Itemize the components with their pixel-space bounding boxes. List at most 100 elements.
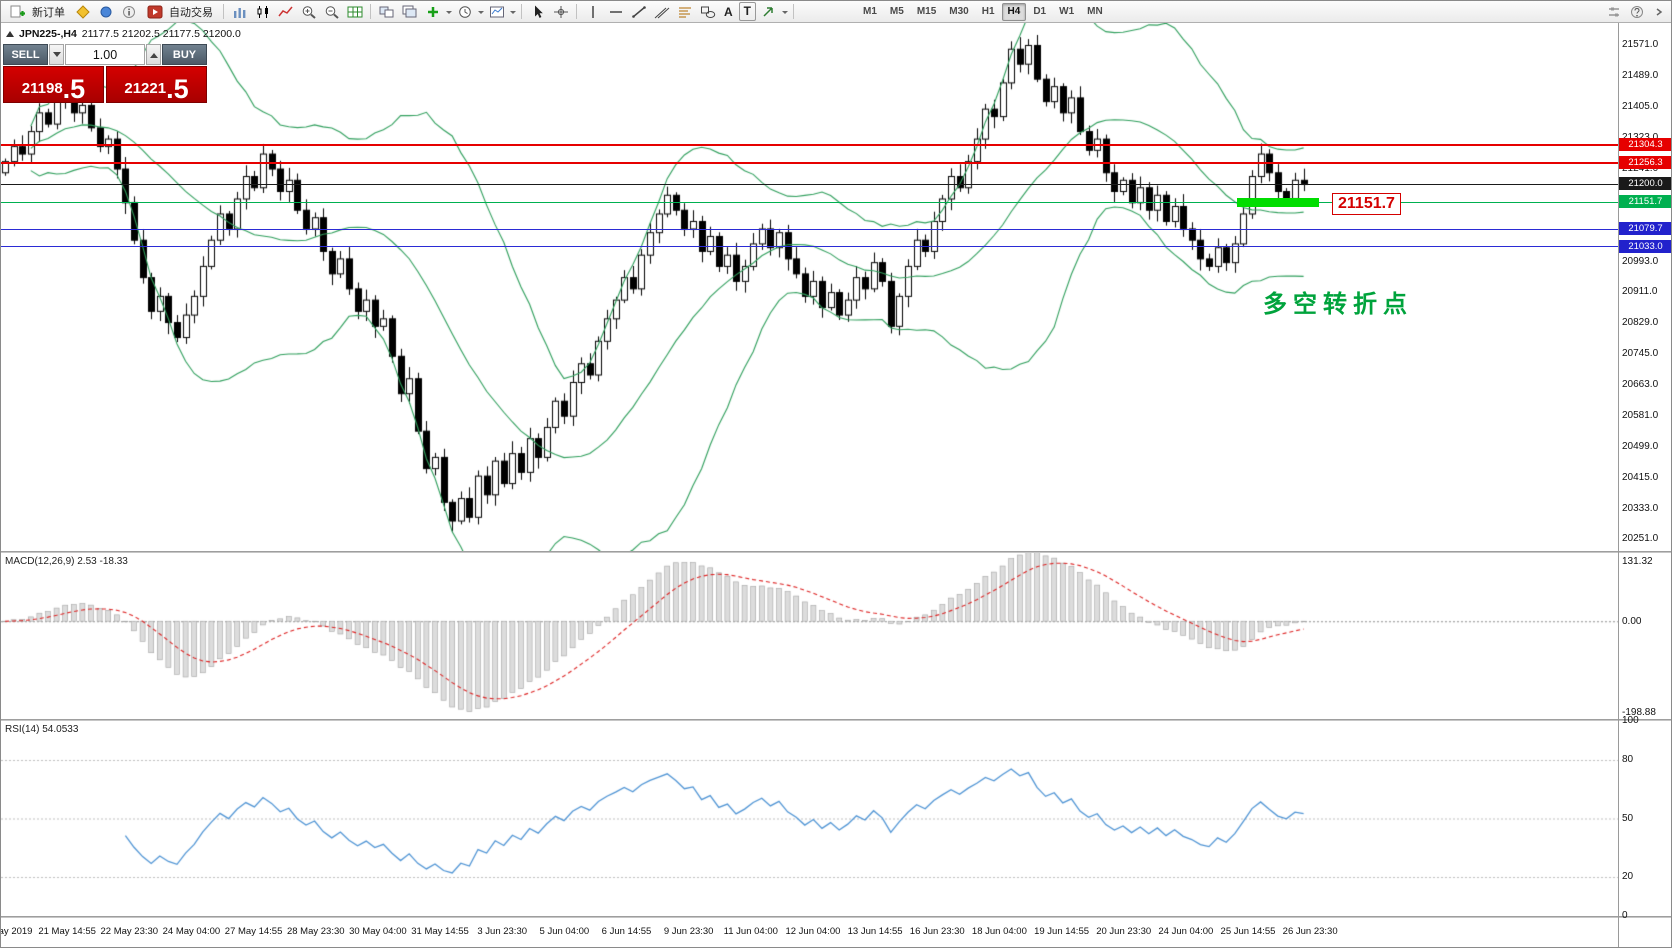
macd-scale-label: -198.88 xyxy=(1622,706,1656,718)
auto-trading-button[interactable]: 自动交易 xyxy=(141,2,218,21)
timeframe-M5[interactable]: M5 xyxy=(889,5,904,17)
sell-price-display[interactable]: 21198 .5 xyxy=(3,66,104,103)
buy-price-display[interactable]: 21221 .5 xyxy=(106,66,207,103)
vertical-line-tool-icon[interactable] xyxy=(582,2,603,21)
settings-icon[interactable] xyxy=(1603,2,1624,21)
text-label-tool-icon[interactable]: T xyxy=(738,2,757,21)
timeframe-H4[interactable]: H4 xyxy=(1001,2,1027,21)
horizontal-line-21033.0[interactable] xyxy=(1,246,1618,248)
timeframe-W1[interactable]: W1 xyxy=(1059,5,1075,17)
metaeditor-icon[interactable] xyxy=(72,2,93,21)
new-order-button[interactable]: 新订单 xyxy=(4,2,70,21)
cursor-icon[interactable] xyxy=(527,2,548,21)
pane-divider[interactable] xyxy=(1,916,1671,918)
timeframe-MN[interactable]: MN xyxy=(1087,5,1103,17)
arrows-dropdown-icon[interactable] xyxy=(782,11,789,17)
time-axis-label: 6 Jun 14:55 xyxy=(601,926,652,937)
price-callout-label[interactable]: 21151.7 xyxy=(1332,193,1401,215)
new-order-icon xyxy=(7,2,28,21)
time-axis-label: 20 May 2019 xyxy=(1,926,33,937)
price-axis-label: 20251.0 xyxy=(1622,533,1659,545)
rsi-scale-label: 0 xyxy=(1622,910,1628,921)
arrows-tool-icon[interactable] xyxy=(758,2,779,21)
zoom-out-icon[interactable] xyxy=(321,2,342,21)
symbol-name: JPN225-,H4 xyxy=(19,28,77,40)
shapes-tool-icon[interactable] xyxy=(697,2,718,21)
candlestick-icon[interactable] xyxy=(252,2,273,21)
toolbar-separator xyxy=(370,4,371,19)
help-icon[interactable] xyxy=(1626,2,1647,21)
text-tool-icon[interactable]: A xyxy=(724,4,733,19)
templates-icon[interactable] xyxy=(486,2,507,21)
rsi-indicator-canvas[interactable] xyxy=(1,721,1618,916)
triangle-down-icon xyxy=(52,51,61,61)
time-axis-label: 21 May 14:55 xyxy=(38,926,96,937)
time-axis-label: 18 Jun 04:00 xyxy=(971,926,1027,937)
horizontal-line-21256.3[interactable] xyxy=(1,162,1618,164)
pane-divider[interactable] xyxy=(1,719,1671,721)
volume-decrease-button[interactable] xyxy=(49,44,64,65)
line-chart-icon[interactable] xyxy=(275,2,296,21)
main-toolbar: 新订单 自动交易 xyxy=(1,1,1671,23)
time-axis-label: 12 Jun 04:00 xyxy=(785,926,841,937)
volume-increase-button[interactable] xyxy=(146,44,161,65)
volume-input[interactable] xyxy=(65,44,145,65)
buy-price-main: 21221 xyxy=(124,80,167,97)
auto-trading-label: 自动交易 xyxy=(169,6,213,19)
timeframe-D1[interactable]: D1 xyxy=(1033,5,1047,17)
time-axis-label: 11 Jun 04:00 xyxy=(723,926,778,937)
chart-annotation-text[interactable]: 多空转折点 xyxy=(1263,291,1413,318)
price-axis-label: 20829.0 xyxy=(1622,316,1659,328)
horizontal-line-21304.3[interactable] xyxy=(1,144,1618,146)
horizontal-line-21151.7[interactable] xyxy=(1,201,1618,203)
macd-indicator-canvas[interactable] xyxy=(1,553,1618,719)
price-axis-label: 20581.0 xyxy=(1622,409,1659,421)
timeframe-M15[interactable]: M15 xyxy=(916,5,937,17)
sell-price-frac: .5 xyxy=(62,73,86,104)
fibonacci-tool-icon[interactable] xyxy=(674,2,695,21)
period-icon[interactable] xyxy=(454,2,475,21)
price-axis-label: 20911.0 xyxy=(1622,286,1658,298)
timeframe-M1[interactable]: M1 xyxy=(863,5,877,17)
toolbar-separator xyxy=(521,4,522,19)
auto-trading-icon xyxy=(144,2,165,21)
collapse-panel-icon[interactable] xyxy=(6,31,14,37)
horizontal-line-tool-icon[interactable] xyxy=(605,2,626,21)
timeframe-H1[interactable]: H1 xyxy=(981,5,995,17)
time-axis-label: 5 Jun 04:00 xyxy=(539,926,590,937)
time-axis-label: 16 Jun 23:30 xyxy=(909,926,965,937)
period-dropdown-icon[interactable] xyxy=(478,11,484,17)
price-badge-21151.7: 21151.7 xyxy=(1619,195,1671,209)
zoom-in-icon[interactable] xyxy=(298,2,319,21)
indicators-icon[interactable] xyxy=(422,2,443,21)
crosshair-icon[interactable] xyxy=(550,2,571,21)
price-chart-canvas[interactable] xyxy=(1,23,1618,551)
price-badge-21256.3: 21256.3 xyxy=(1619,155,1671,169)
price-axis-label: 20745.0 xyxy=(1622,348,1659,360)
indicators-dropdown-icon[interactable] xyxy=(446,11,452,17)
time-axis-label: 26 Jun 23:30 xyxy=(1282,926,1338,937)
time-axis-label: 3 Jun 23:30 xyxy=(477,926,528,937)
time-axis-label: 27 May 14:55 xyxy=(224,926,283,937)
templates-dropdown-icon[interactable] xyxy=(510,11,516,17)
data-window-icon[interactable] xyxy=(118,2,139,21)
buy-button[interactable]: BUY xyxy=(162,44,207,65)
highlight-zone-rectangle[interactable] xyxy=(1237,198,1319,207)
horizontal-line-21079.7[interactable] xyxy=(1,228,1618,230)
grid-icon[interactable] xyxy=(344,2,365,21)
time-axis-label: 25 Jun 14:55 xyxy=(1220,926,1276,937)
toolbar-overflow-icon[interactable] xyxy=(1649,2,1670,21)
trendline-tool-icon[interactable] xyxy=(628,2,649,21)
sell-button[interactable]: SELL xyxy=(3,44,48,65)
timeframe-M30[interactable]: M30 xyxy=(949,5,969,17)
bar-chart-icon[interactable] xyxy=(229,2,250,21)
pane-divider[interactable] xyxy=(1,551,1671,553)
chart-symbol-header: JPN225-,H4 21177.5 21202.5 21177.5 21200… xyxy=(6,28,241,40)
tile-windows-icon[interactable] xyxy=(376,2,397,21)
market-watch-icon[interactable] xyxy=(95,2,116,21)
time-axis-label: 30 May 04:00 xyxy=(349,926,407,937)
channel-tool-icon[interactable] xyxy=(651,2,672,21)
cascade-windows-icon[interactable] xyxy=(399,2,420,21)
horizontal-line-21200.0[interactable] xyxy=(1,183,1618,185)
